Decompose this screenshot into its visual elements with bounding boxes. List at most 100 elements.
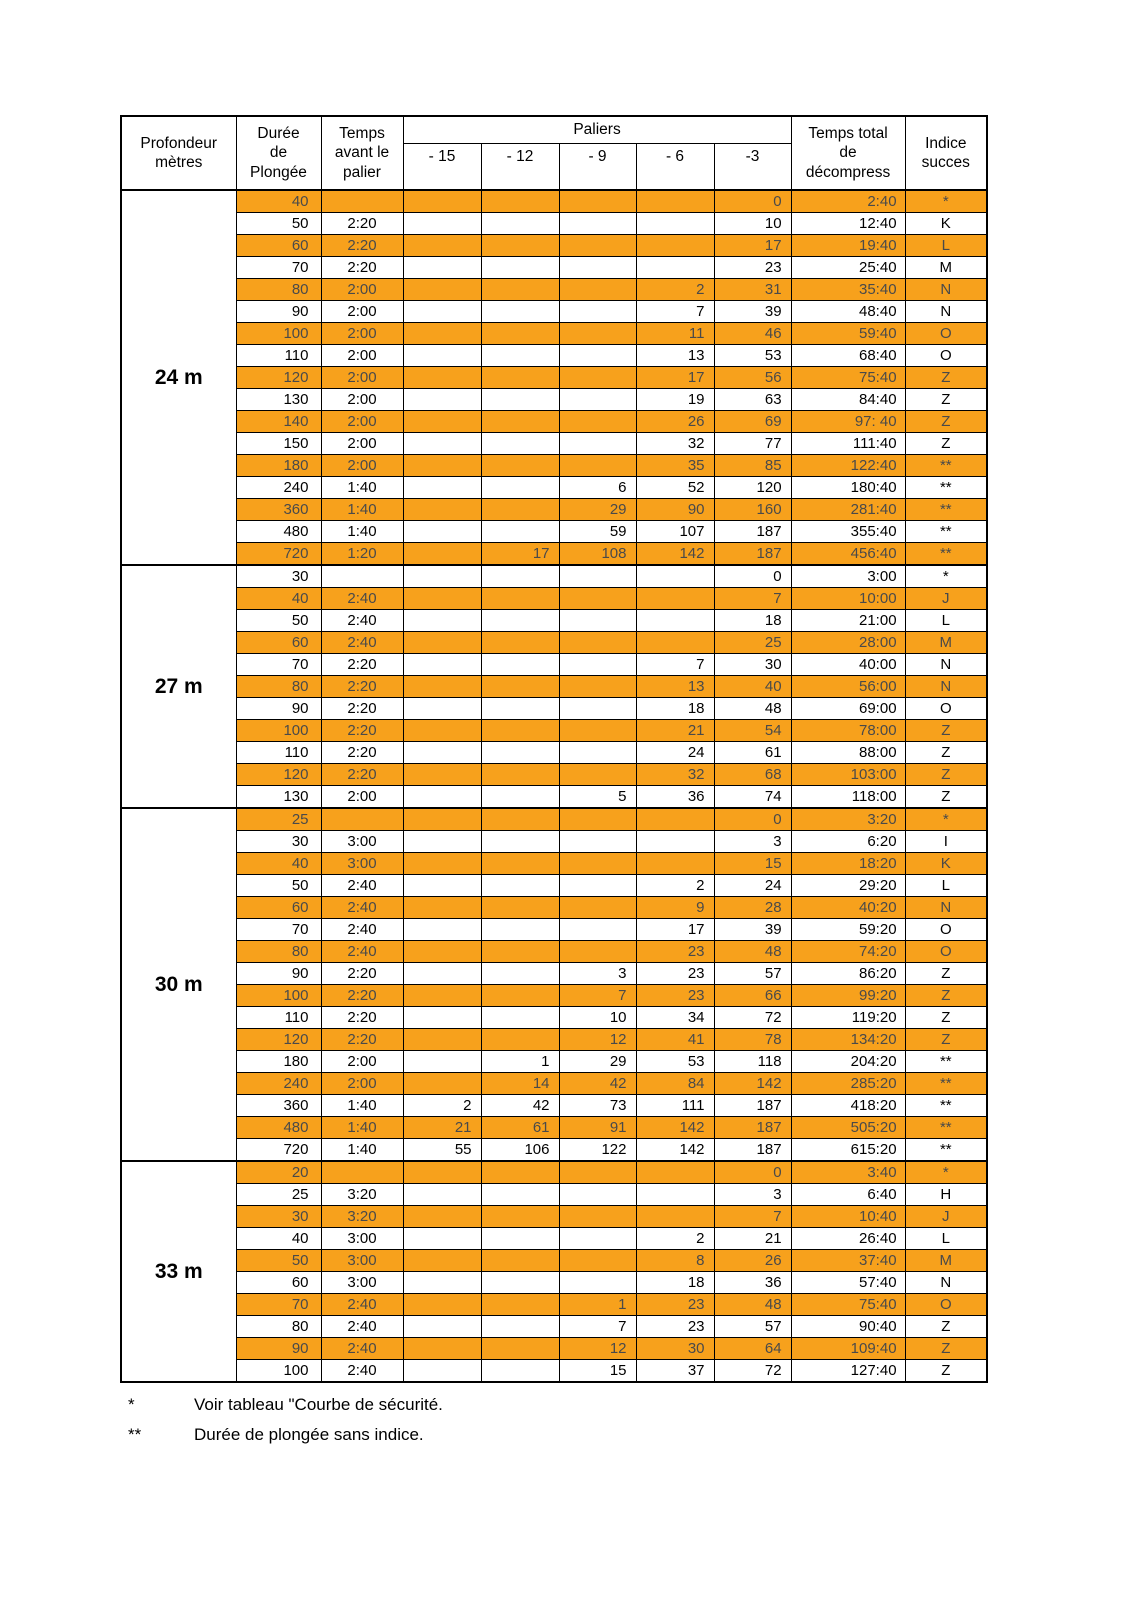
- cell-index: O: [904, 322, 988, 345]
- cell-stop-15: [402, 874, 482, 897]
- cell-before-stop: 2:00: [320, 322, 404, 345]
- cell-total-time: 127:40: [790, 1359, 906, 1383]
- cell-before-stop: [320, 564, 404, 588]
- cell-duration: 70: [235, 1293, 322, 1316]
- cell-duration: 360: [235, 1094, 322, 1117]
- col-header-palier-depth: -3: [713, 142, 792, 191]
- cell-stop-12: [480, 1337, 560, 1360]
- footnote-text: Voir tableau "Courbe de sécurité.: [194, 1395, 443, 1414]
- cell-duration: 110: [235, 1006, 322, 1029]
- cell-duration: 360: [235, 498, 322, 521]
- cell-stop-6: 17: [635, 918, 715, 941]
- cell-stop-12: [480, 741, 560, 764]
- cell-stop-9: [558, 940, 637, 963]
- cell-stop-12: [480, 609, 560, 632]
- cell-duration: 30: [235, 1205, 322, 1228]
- cell-stop-15: [402, 432, 482, 455]
- cell-duration: 25: [235, 1183, 322, 1206]
- cell-duration: 100: [235, 322, 322, 345]
- cell-index: I: [904, 830, 988, 853]
- cell-stop-12: [480, 189, 560, 213]
- cell-duration: 720: [235, 542, 322, 566]
- cell-stop-3: 64: [713, 1337, 792, 1360]
- cell-stop-6: [635, 212, 715, 235]
- cell-before-stop: 2:20: [320, 697, 404, 720]
- cell-duration: 120: [235, 763, 322, 786]
- cell-index: H: [904, 1183, 988, 1206]
- cell-stop-9: [558, 1183, 637, 1206]
- cell-index: **: [904, 1116, 988, 1139]
- cell-stop-6: 9: [635, 896, 715, 919]
- cell-stop-6: 35: [635, 454, 715, 477]
- cell-index: M: [904, 631, 988, 654]
- cell-stop-15: [402, 520, 482, 543]
- col-header-total: Temps total de décompress: [790, 115, 906, 191]
- cell-total-time: 111:40: [790, 432, 906, 455]
- cell-duration: 40: [235, 852, 322, 875]
- cell-total-time: 59:20: [790, 918, 906, 941]
- cell-stop-9: 91: [558, 1116, 637, 1139]
- cell-stop-12: [480, 1293, 560, 1316]
- cell-duration: 50: [235, 874, 322, 897]
- cell-stop-3: 77: [713, 432, 792, 455]
- cell-before-stop: 2:20: [320, 234, 404, 257]
- cell-stop-15: [402, 940, 482, 963]
- cell-total-time: 122:40: [790, 454, 906, 477]
- cell-stop-3: 48: [713, 1293, 792, 1316]
- cell-stop-3: 18: [713, 609, 792, 632]
- cell-before-stop: 2:20: [320, 984, 404, 1007]
- cell-stop-12: [480, 1183, 560, 1206]
- cell-duration: 100: [235, 719, 322, 742]
- cell-stop-9: [558, 454, 637, 477]
- cell-duration: 90: [235, 300, 322, 323]
- cell-before-stop: 2:00: [320, 454, 404, 477]
- cell-index: **: [904, 1094, 988, 1117]
- cell-index: O: [904, 940, 988, 963]
- cell-duration: 110: [235, 344, 322, 367]
- cell-stop-6: 21: [635, 719, 715, 742]
- cell-total-time: 56:00: [790, 675, 906, 698]
- table-body: 24 m 40 0 2:40 * 50 2:20 10 12:40 K 60 2:20 17 19:40 L…: [120, 189, 988, 1383]
- cell-total-time: 35:40: [790, 278, 906, 301]
- cell-stop-12: [480, 1359, 560, 1383]
- cell-stop-15: [402, 1050, 482, 1073]
- cell-duration: 30: [235, 830, 322, 853]
- cell-stop-9: 108: [558, 542, 637, 566]
- cell-before-stop: 2:00: [320, 1072, 404, 1095]
- cell-stop-3: 72: [713, 1006, 792, 1029]
- cell-index: Z: [904, 366, 988, 389]
- cell-before-stop: 2:20: [320, 741, 404, 764]
- cell-before-stop: 3:00: [320, 830, 404, 853]
- cell-total-time: 25:40: [790, 256, 906, 279]
- cell-total-time: 204:20: [790, 1050, 906, 1073]
- cell-stop-15: [402, 1337, 482, 1360]
- cell-duration: 25: [235, 807, 322, 831]
- cell-stop-15: [402, 476, 482, 499]
- cell-stop-6: [635, 807, 715, 831]
- cell-stop-6: [635, 852, 715, 875]
- cell-stop-9: 7: [558, 1315, 637, 1338]
- cell-stop-12: [480, 212, 560, 235]
- cell-index: J: [904, 1205, 988, 1228]
- cell-stop-9: [558, 874, 637, 897]
- cell-stop-15: [402, 653, 482, 676]
- cell-stop-3: 0: [713, 564, 792, 588]
- cell-duration: 90: [235, 962, 322, 985]
- cell-stop-6: 24: [635, 741, 715, 764]
- col-header-palier-depth: - 12: [480, 142, 560, 191]
- cell-stop-9: 10: [558, 1006, 637, 1029]
- cell-stop-6: 8: [635, 1249, 715, 1272]
- cell-total-time: 40:20: [790, 896, 906, 919]
- cell-index: N: [904, 278, 988, 301]
- cell-before-stop: 2:40: [320, 587, 404, 610]
- cell-index: **: [904, 1138, 988, 1162]
- cell-total-time: 355:40: [790, 520, 906, 543]
- cell-before-stop: 2:00: [320, 366, 404, 389]
- cell-stop-3: 85: [713, 454, 792, 477]
- cell-total-time: 134:20: [790, 1028, 906, 1051]
- cell-stop-6: 52: [635, 476, 715, 499]
- cell-before-stop: 1:40: [320, 476, 404, 499]
- cell-total-time: 3:20: [790, 807, 906, 831]
- cell-stop-15: [402, 697, 482, 720]
- cell-stop-12: [480, 675, 560, 698]
